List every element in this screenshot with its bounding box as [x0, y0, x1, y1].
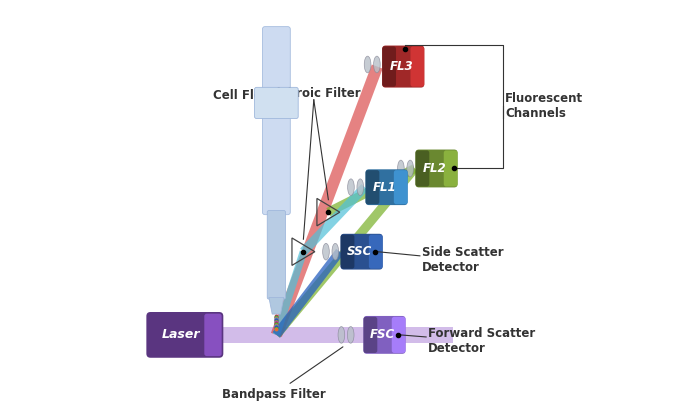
Text: FL3: FL3 — [390, 60, 413, 73]
FancyBboxPatch shape — [364, 317, 377, 353]
FancyBboxPatch shape — [415, 151, 429, 186]
FancyBboxPatch shape — [411, 46, 424, 87]
FancyBboxPatch shape — [262, 27, 290, 215]
Text: Cell Flow: Cell Flow — [213, 89, 273, 102]
Text: Dichroic Filter: Dichroic Filter — [267, 87, 361, 100]
Polygon shape — [273, 249, 344, 338]
Polygon shape — [269, 297, 284, 314]
FancyBboxPatch shape — [204, 314, 221, 356]
FancyBboxPatch shape — [341, 234, 383, 270]
FancyBboxPatch shape — [382, 46, 396, 87]
Polygon shape — [273, 250, 307, 336]
Polygon shape — [300, 184, 368, 255]
Polygon shape — [273, 166, 418, 338]
Ellipse shape — [332, 243, 339, 260]
FancyBboxPatch shape — [415, 150, 457, 187]
Ellipse shape — [357, 179, 364, 196]
FancyBboxPatch shape — [392, 317, 406, 353]
FancyBboxPatch shape — [444, 151, 457, 186]
Text: Laser: Laser — [162, 328, 201, 342]
FancyBboxPatch shape — [366, 170, 380, 204]
Polygon shape — [326, 164, 417, 216]
Text: Bandpass Filter: Bandpass Filter — [222, 347, 343, 401]
FancyBboxPatch shape — [382, 46, 424, 87]
Ellipse shape — [364, 56, 371, 73]
Polygon shape — [271, 64, 383, 337]
Text: Side Scatter
Detector: Side Scatter Detector — [422, 246, 504, 274]
FancyBboxPatch shape — [341, 235, 355, 269]
Text: SSC: SSC — [347, 245, 373, 258]
FancyBboxPatch shape — [394, 170, 408, 204]
Ellipse shape — [323, 243, 329, 260]
Ellipse shape — [348, 179, 354, 196]
Ellipse shape — [397, 160, 404, 177]
FancyBboxPatch shape — [369, 235, 383, 269]
Text: FL1: FL1 — [373, 181, 397, 194]
Polygon shape — [219, 327, 453, 343]
Ellipse shape — [347, 327, 354, 343]
Text: Fluorescent
Channels: Fluorescent Channels — [505, 92, 583, 120]
Ellipse shape — [407, 160, 413, 177]
FancyBboxPatch shape — [146, 312, 224, 358]
Text: FL2: FL2 — [423, 162, 446, 175]
FancyBboxPatch shape — [364, 316, 406, 354]
Ellipse shape — [373, 56, 380, 73]
Ellipse shape — [338, 327, 345, 343]
FancyBboxPatch shape — [255, 87, 298, 119]
FancyBboxPatch shape — [366, 169, 408, 205]
Text: FSC: FSC — [371, 328, 395, 342]
Text: Forward Scatter
Detector: Forward Scatter Detector — [428, 327, 535, 355]
FancyBboxPatch shape — [267, 210, 286, 299]
